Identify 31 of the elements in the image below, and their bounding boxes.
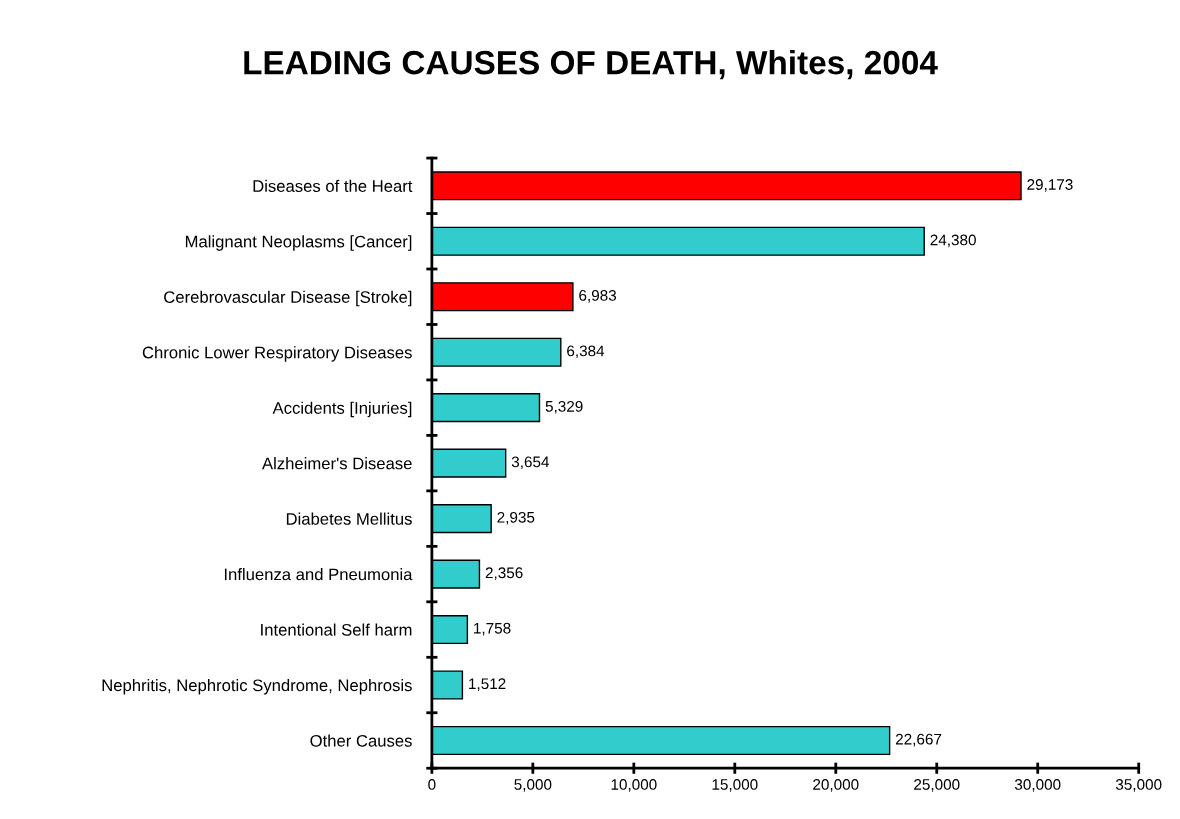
y-tick-label: Influenza and Pneumonia <box>224 568 413 581</box>
data-label: 2,356 <box>485 567 523 580</box>
data-label: 5,329 <box>545 400 583 414</box>
y-tick-label: Diabetes Mellitus <box>286 512 412 525</box>
y-tick-label: Nephritis, Nephrotic Syndrome, Nephrosis <box>102 678 412 695</box>
y-tick-label: Diseases of the Heart <box>253 179 413 192</box>
y-tick-label: Other Causes <box>310 734 412 747</box>
data-label: 6,983 <box>579 290 617 303</box>
data-label: 3,654 <box>511 456 550 470</box>
data-label: 1,758 <box>474 622 511 636</box>
x-tick-label: 5,000 <box>514 779 552 792</box>
y-tick-label: Alzheimer's Disease <box>262 457 412 470</box>
data-label: 1,512 <box>469 678 506 691</box>
x-tick-label: 15,000 <box>712 779 758 792</box>
chart-title: LEADING CAUSES OF DEATH, Whites, 2004 <box>244 49 938 80</box>
y-tick-label: Chronic Lower Respiratory Diseases <box>142 346 412 362</box>
x-tick-label: 10,000 <box>611 779 657 792</box>
y-tick-label: Cerebrovascular Disease [Stroke] <box>164 290 412 307</box>
x-tick-label: 30,000 <box>1014 779 1061 792</box>
y-tick-label: Malignant Neoplasms [Cancer] <box>185 235 412 251</box>
x-tick-label: 0 <box>428 779 436 790</box>
data-label: 24,380 <box>930 234 976 248</box>
x-tick-label: 25,000 <box>914 779 960 792</box>
x-tick-label: 35,000 <box>1115 779 1162 792</box>
data-label: 6,384 <box>567 345 605 359</box>
x-tick-label: 20,000 <box>813 779 859 792</box>
data-label: 22,667 <box>895 733 942 747</box>
y-tick-label: Accidents [Injuries] <box>272 401 412 418</box>
y-tick-label: Intentional Self harm <box>261 623 412 636</box>
data-label: 29,173 <box>1027 179 1073 192</box>
data-label: 2,935 <box>497 511 535 525</box>
